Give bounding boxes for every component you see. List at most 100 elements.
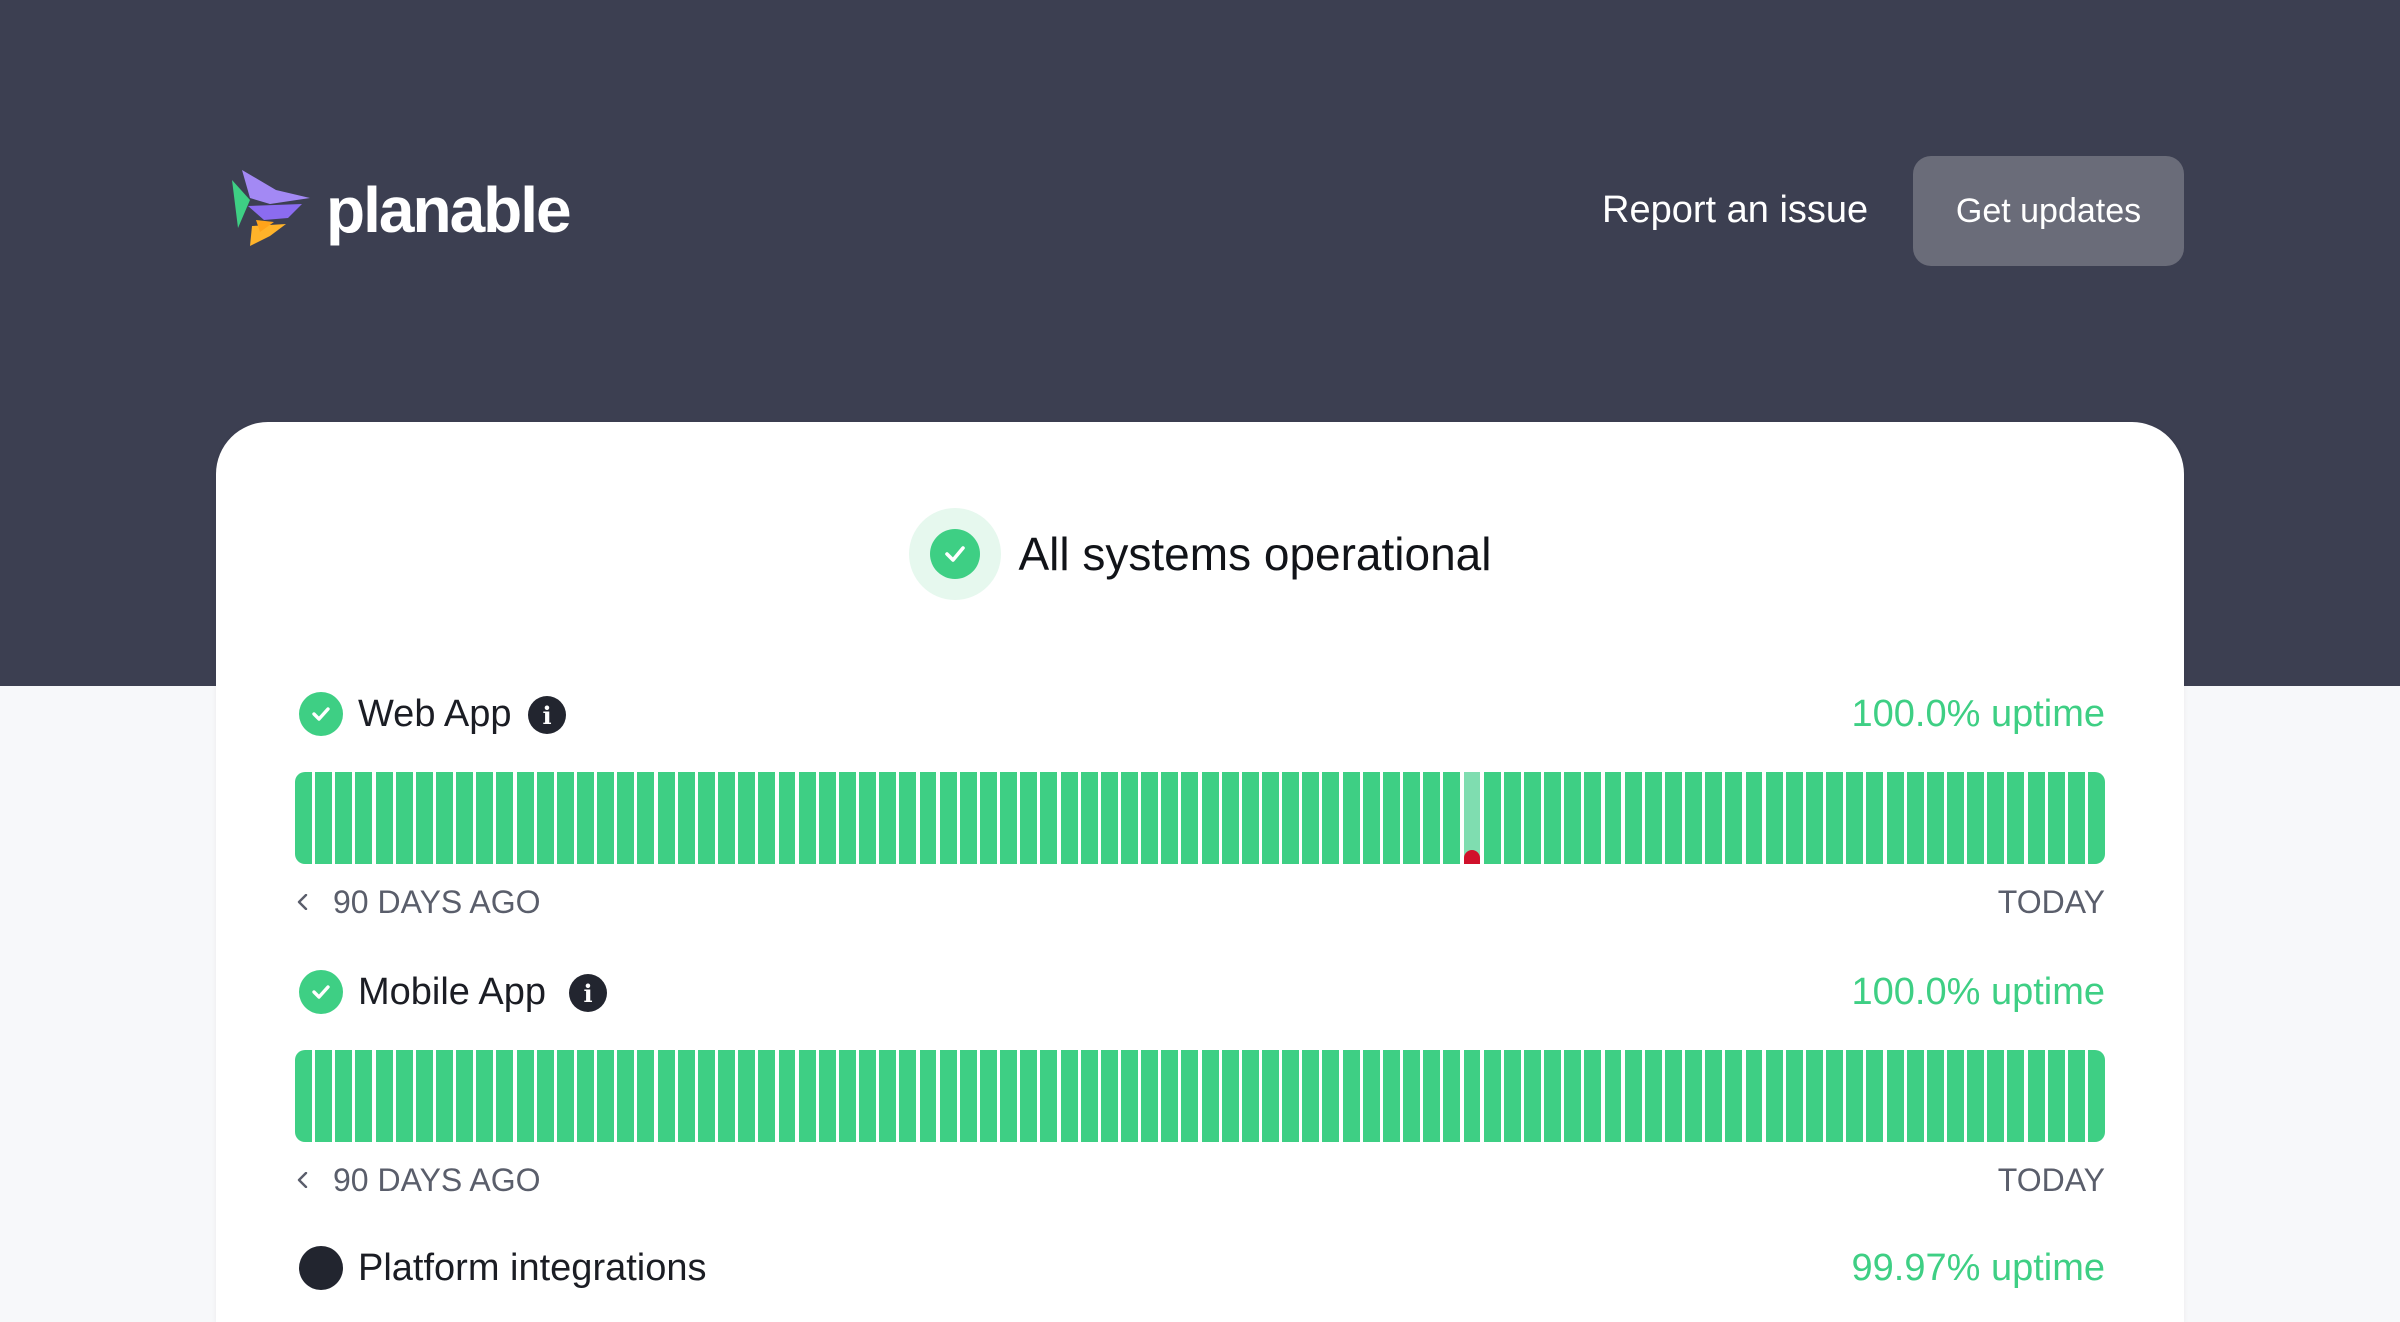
uptime-day-bar[interactable] (1060, 1050, 1078, 1142)
uptime-day-bar[interactable] (295, 772, 312, 864)
info-icon[interactable]: i (528, 696, 566, 734)
get-updates-button[interactable]: Get updates (1913, 156, 2184, 266)
uptime-day-bar[interactable] (1987, 1050, 2005, 1142)
uptime-day-bar[interactable] (1926, 772, 1944, 864)
uptime-day-bar[interactable] (1362, 1050, 1380, 1142)
uptime-day-bar[interactable] (1523, 1050, 1541, 1142)
uptime-day-bar[interactable] (1544, 772, 1562, 864)
uptime-day-bar[interactable] (879, 1050, 897, 1142)
uptime-day-bar[interactable] (1745, 1050, 1763, 1142)
uptime-day-bar[interactable] (1947, 1050, 1964, 1142)
uptime-day-bar[interactable] (1866, 1050, 1884, 1142)
uptime-day-bar[interactable] (1080, 772, 1098, 864)
uptime-day-bar[interactable] (295, 1050, 312, 1142)
uptime-day-bar[interactable] (1221, 1050, 1239, 1142)
uptime-day-bar[interactable] (1584, 772, 1602, 864)
uptime-day-bar[interactable] (2027, 1050, 2045, 1142)
uptime-day-bar[interactable] (1020, 1050, 1038, 1142)
uptime-day-bar[interactable] (859, 1050, 877, 1142)
uptime-day-bar[interactable] (597, 772, 615, 864)
uptime-day-bar[interactable] (315, 1050, 333, 1142)
uptime-day-bar[interactable] (1664, 772, 1682, 864)
uptime-day-bar[interactable] (1503, 1050, 1521, 1142)
uptime-day-bar[interactable] (1745, 772, 1763, 864)
chevron-left-icon[interactable] (295, 894, 311, 910)
uptime-day-bar[interactable] (395, 1050, 413, 1142)
uptime-day-bar[interactable] (2047, 1050, 2065, 1142)
uptime-day-bar[interactable] (718, 772, 736, 864)
uptime-day-bar[interactable] (355, 772, 373, 864)
uptime-day-bar[interactable] (1201, 772, 1219, 864)
uptime-day-bar[interactable] (1564, 1050, 1582, 1142)
uptime-day-bar[interactable] (1403, 1050, 1420, 1142)
uptime-day-bar[interactable] (415, 772, 433, 864)
uptime-day-bar[interactable] (758, 772, 776, 864)
uptime-day-bar[interactable] (1100, 772, 1118, 864)
uptime-day-bar[interactable] (2088, 1050, 2105, 1142)
uptime-day-bar[interactable] (1000, 772, 1018, 864)
uptime-day-bar[interactable] (1483, 772, 1501, 864)
uptime-day-bar[interactable] (1181, 1050, 1199, 1142)
uptime-day-bar[interactable] (577, 772, 594, 864)
uptime-day-bar[interactable] (657, 772, 675, 864)
uptime-day-bar[interactable] (456, 1050, 474, 1142)
uptime-day-bar[interactable] (1725, 772, 1743, 864)
chevron-left-icon[interactable] (295, 1172, 311, 1188)
uptime-day-bar[interactable] (1826, 772, 1844, 864)
uptime-day-bar[interactable] (1644, 1050, 1662, 1142)
uptime-day-bar[interactable] (556, 1050, 574, 1142)
uptime-day-bar[interactable] (758, 1050, 776, 1142)
uptime-day-bar[interactable] (1241, 1050, 1259, 1142)
uptime-day-bar[interactable] (516, 772, 534, 864)
uptime-day-bar[interactable] (879, 772, 897, 864)
uptime-day-bar[interactable] (1423, 1050, 1441, 1142)
uptime-day-bar[interactable] (1181, 772, 1199, 864)
uptime-day-bar[interactable] (1523, 772, 1541, 864)
uptime-day-bar[interactable] (778, 1050, 796, 1142)
uptime-day-bar[interactable] (677, 772, 695, 864)
uptime-day-bar[interactable] (2067, 1050, 2085, 1142)
uptime-day-bar[interactable] (1785, 1050, 1803, 1142)
uptime-day-bar[interactable] (1443, 772, 1461, 864)
uptime-day-bar[interactable] (1564, 772, 1582, 864)
uptime-day-bar[interactable] (1100, 1050, 1118, 1142)
uptime-day-bar[interactable] (1906, 1050, 1924, 1142)
uptime-day-bar[interactable] (1080, 1050, 1098, 1142)
uptime-day-bar[interactable] (838, 1050, 856, 1142)
uptime-day-bar[interactable] (436, 1050, 453, 1142)
uptime-day-bar[interactable] (436, 772, 453, 864)
uptime-day-bar[interactable] (1302, 1050, 1320, 1142)
uptime-day-bar[interactable] (818, 1050, 836, 1142)
uptime-day-bar[interactable] (496, 772, 514, 864)
uptime-day-bar[interactable] (1664, 1050, 1682, 1142)
uptime-day-bar[interactable] (536, 1050, 554, 1142)
uptime-day-bar[interactable] (1624, 772, 1642, 864)
uptime-day-bar[interactable] (859, 772, 877, 864)
uptime-day-bar[interactable] (778, 772, 796, 864)
uptime-day-bar[interactable] (2088, 772, 2105, 864)
uptime-day-bar[interactable] (556, 772, 574, 864)
uptime-day-bar[interactable] (1020, 772, 1038, 864)
uptime-day-bar[interactable] (1141, 1050, 1159, 1142)
uptime-day-bar[interactable] (1322, 772, 1340, 864)
uptime-day-bar[interactable] (1463, 1050, 1481, 1142)
uptime-day-bar[interactable] (516, 1050, 534, 1142)
uptime-day-bar[interactable] (1342, 772, 1360, 864)
uptime-day-bar[interactable] (979, 1050, 997, 1142)
uptime-day-bar[interactable] (315, 772, 333, 864)
uptime-day-bar[interactable] (1785, 772, 1803, 864)
uptime-day-bar[interactable] (1846, 772, 1864, 864)
uptime-day-bar[interactable] (1644, 772, 1662, 864)
uptime-day-bar[interactable] (1926, 1050, 1944, 1142)
uptime-day-bar[interactable] (1342, 1050, 1360, 1142)
uptime-day-bar[interactable] (1544, 1050, 1562, 1142)
uptime-day-bar[interactable] (718, 1050, 736, 1142)
uptime-day-bar[interactable] (1987, 772, 2005, 864)
uptime-day-bar[interactable] (476, 1050, 494, 1142)
uptime-day-bar[interactable] (597, 1050, 615, 1142)
uptime-day-bar[interactable] (1947, 772, 1964, 864)
uptime-day-bar[interactable] (939, 1050, 957, 1142)
uptime-day-bar[interactable] (1483, 1050, 1501, 1142)
uptime-day-bar[interactable] (536, 772, 554, 864)
uptime-day-bar[interactable] (1322, 1050, 1340, 1142)
